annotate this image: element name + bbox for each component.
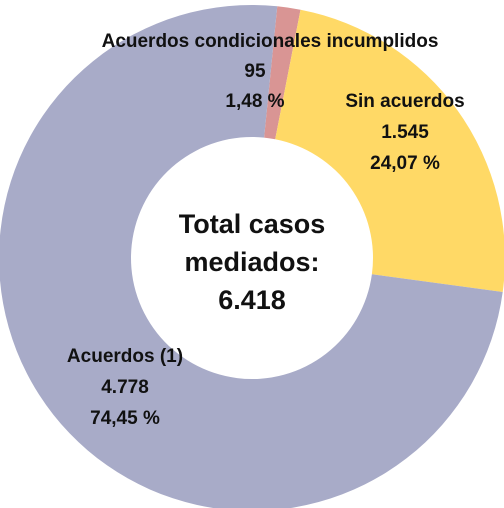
category-label: Acuerdos condicionales incumplidos (102, 31, 439, 52)
slice (264, 6, 301, 140)
category-label: Sin acuerdos (345, 91, 464, 112)
percentage-label: 1,48 % (225, 91, 284, 112)
value-label: 1.545 (381, 122, 429, 143)
category-label: Acuerdos (1) (67, 346, 183, 367)
center-block: Total casos mediados: 6.418 (152, 205, 352, 319)
center-label: Total casos mediados: (178, 209, 326, 277)
slice (275, 9, 504, 292)
percentage-label: 24,07 % (370, 153, 440, 174)
percentage-label: 74,45 % (90, 408, 160, 429)
slice (0, 5, 503, 508)
value-label: 95 (244, 61, 266, 82)
center-total: 6.418 (218, 285, 286, 315)
value-label: 4.778 (101, 377, 149, 398)
